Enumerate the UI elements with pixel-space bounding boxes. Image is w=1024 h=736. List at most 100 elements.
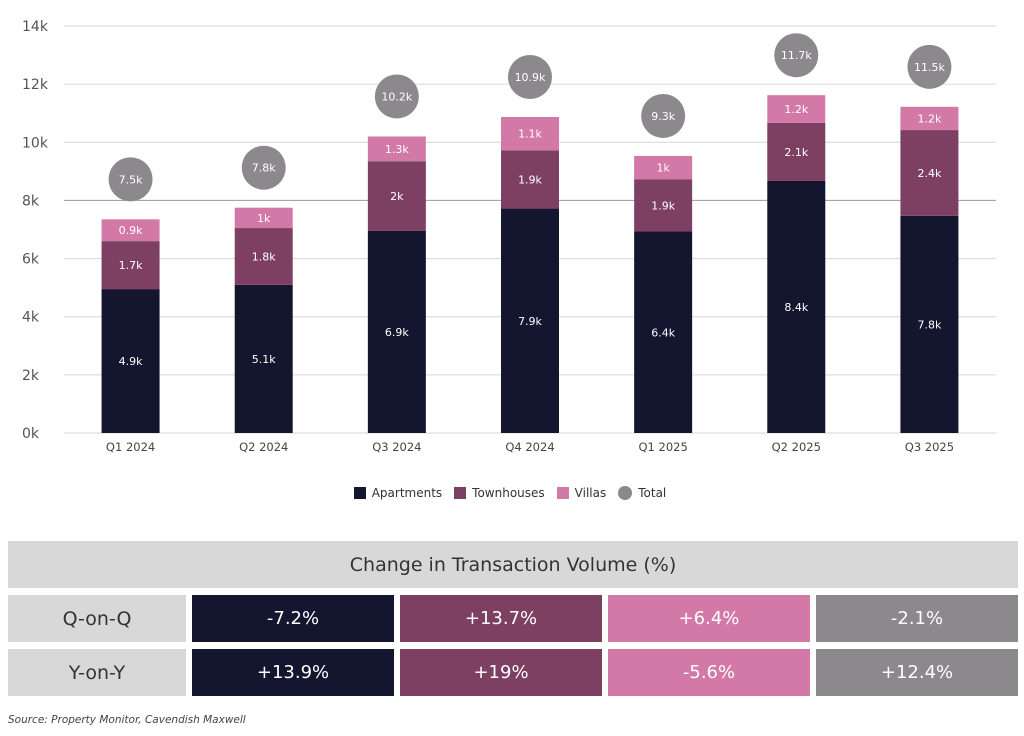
legend-swatch-townhouses (454, 487, 467, 499)
segment-label: 6.9k (385, 326, 409, 339)
segment-label: 1.1k (518, 128, 542, 141)
total-bubble (374, 74, 419, 119)
x-tick-label: Q1 2024 (106, 440, 155, 454)
total-label: 10.2k (381, 90, 412, 103)
chart-legend: Apartments Townhouses Villas Total (0, 486, 1024, 500)
x-tick-label: Q4 2024 (505, 440, 554, 454)
x-tick-label: Q3 2024 (372, 440, 421, 454)
table-row-yoy: Y-on-Y +13.9% +19% -5.6% +12.4% (8, 649, 1018, 696)
bar-segment-villas (634, 155, 693, 180)
y-tick-label: 12k (22, 77, 49, 93)
total-bubble (108, 157, 153, 202)
x-tick-label: Q2 2025 (772, 440, 821, 454)
segment-label: 4.9k (119, 355, 143, 368)
legend-item-total: Total (618, 486, 666, 500)
legend-label: Villas (574, 486, 607, 500)
table-row-qoq: Q-on-Q -7.2% +13.7% +6.4% -2.1% (8, 595, 1018, 642)
segment-label: 8.4k (784, 301, 808, 314)
stacked-bar-chart: 0k 2k 4k 6k 8k 10k 12k 14k 4.9k 1.7k 0.9k 7.5k 5.1k… (22, 19, 996, 454)
total-label: 11.7k (781, 49, 812, 62)
bar-segment-apartments (634, 231, 693, 433)
x-axis: Q1 2024 Q2 2024 Q3 2024 Q4 2024 Q1 2025 Q2 20… (106, 440, 954, 454)
segment-label: 5.1k (252, 353, 276, 366)
segment-label: 1.9k (651, 199, 675, 212)
source-note: Source: Property Monitor, Cavendish Maxw… (8, 714, 246, 726)
legend-swatch-villas (556, 487, 569, 499)
segment-label: 7.8k (917, 318, 941, 331)
bar-segment-townhouses (900, 130, 959, 216)
total-bubble (241, 145, 286, 190)
segment-label: 1.7k (119, 259, 143, 272)
total-bubble (508, 54, 552, 99)
y-tick-label: 14k (22, 19, 49, 35)
cell-apartments: +13.9% (192, 649, 394, 696)
total-label: 11.5k (914, 61, 945, 74)
segment-label: 2.4k (917, 167, 941, 180)
bar-segment-apartments (767, 180, 826, 433)
legend-swatch-total (618, 486, 633, 500)
change-table: Change in Transaction Volume (%) Q-on-Q … (8, 541, 1018, 696)
bar-segment-apartments (101, 289, 160, 433)
segment-label: 1.2k (784, 103, 808, 116)
segment-label: 1k (656, 162, 670, 175)
x-tick-label: Q2 2024 (239, 440, 288, 454)
table-title: Change in Transaction Volume (%) (8, 541, 1018, 588)
legend-item-townhouses: Townhouses (454, 486, 545, 500)
bar-segment-townhouses (501, 150, 559, 209)
segment-label: 1.8k (252, 250, 276, 263)
cell-townhouses: +19% (400, 649, 602, 696)
segment-label: 1.9k (518, 173, 542, 186)
legend-label: Total (638, 486, 667, 500)
row-label: Q-on-Q (8, 595, 186, 642)
bar-segment-townhouses (634, 179, 693, 232)
x-tick-label: Q3 2025 (905, 440, 954, 454)
bar-segment-townhouses (234, 228, 293, 285)
y-tick-label: 6k (22, 252, 40, 268)
legend-label: Apartments (371, 486, 443, 500)
segment-label: 7.9k (518, 315, 542, 328)
y-tick-label: 0k (22, 426, 40, 442)
segment-label: 0.9k (119, 224, 143, 237)
bar-segment-villas (234, 207, 293, 229)
total-label: 10.9k (515, 71, 546, 84)
segment-label: 2k (390, 190, 404, 203)
total-bubble (641, 93, 686, 138)
bar-segment-apartments (900, 215, 959, 433)
cell-total: +12.4% (816, 649, 1018, 696)
cell-total: -2.1% (816, 595, 1018, 642)
legend-item-apartments: Apartments (353, 486, 443, 500)
total-bubble (774, 33, 819, 78)
segment-label: 2.1k (784, 146, 808, 159)
bar-segment-villas (501, 116, 559, 151)
y-tick-label: 8k (22, 193, 40, 209)
bar-segment-apartments (234, 284, 293, 433)
y-tick-label: 4k (22, 310, 40, 326)
legend-swatch-apartments (353, 487, 366, 499)
segment-label: 1.2k (917, 112, 941, 125)
cell-townhouses: +13.7% (400, 595, 602, 642)
y-axis: 0k 2k 4k 6k 8k 10k 12k 14k (22, 19, 49, 442)
total-label: 9.3k (651, 110, 675, 123)
y-tick-label: 10k (22, 135, 49, 151)
bar-segment-townhouses (101, 241, 160, 290)
legend-item-villas: Villas (556, 486, 607, 500)
bar-segment-villas (767, 95, 826, 123)
total-bubble (907, 44, 952, 89)
segment-label: 1k (257, 212, 271, 225)
legend-label: Townhouses (472, 486, 545, 500)
bar-segment-apartments (501, 208, 559, 433)
bar-segment-townhouses (367, 161, 426, 231)
segment-label: 1.3k (385, 143, 409, 156)
cell-villas: -5.6% (608, 649, 810, 696)
bar-segment-villas (900, 106, 959, 131)
x-tick-label: Q1 2025 (638, 440, 687, 454)
bars: 4.9k 1.7k 0.9k 7.5k 5.1k 1.8k 1k 7.8k 6.9k 2k 1.3k… (101, 33, 959, 433)
bar-segment-apartments (367, 230, 426, 433)
y-tick-label: 2k (22, 368, 40, 384)
segment-label: 6.4k (651, 326, 675, 339)
total-label: 7.8k (252, 162, 276, 175)
row-label: Y-on-Y (8, 649, 186, 696)
bar-segment-villas (367, 136, 426, 162)
cell-villas: +6.4% (608, 595, 810, 642)
cell-apartments: -7.2% (192, 595, 394, 642)
